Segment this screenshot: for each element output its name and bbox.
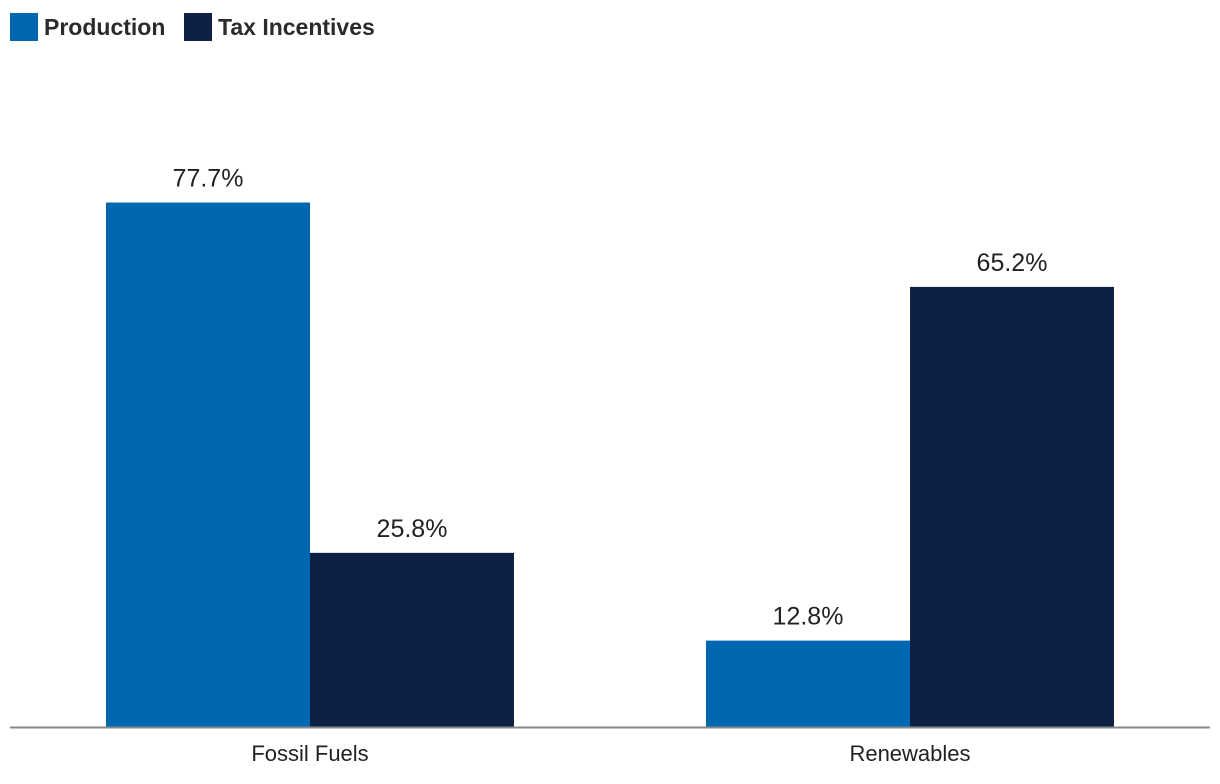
legend-item-production: Production bbox=[10, 13, 165, 41]
x-tick-label-renewables: Renewables bbox=[849, 741, 970, 766]
legend-swatch-tax-incentives bbox=[184, 13, 212, 41]
bars-group bbox=[106, 202, 1114, 727]
chart-legend: Production Tax Incentives bbox=[10, 13, 375, 41]
bar-fossil-fuels-production bbox=[106, 202, 310, 727]
bar-renewables-production bbox=[706, 640, 910, 727]
data-label-fossil-fuels-tax-incentives: 25.8% bbox=[377, 515, 448, 543]
legend-label-production: Production bbox=[44, 14, 165, 40]
data-label-renewables-production: 12.8% bbox=[773, 603, 844, 631]
bar-fossil-fuels-tax-incentives bbox=[310, 552, 514, 727]
legend-item-tax-incentives: Tax Incentives bbox=[184, 13, 375, 41]
bar-labels-group: 77.7% 25.8% 12.8% 65.2% bbox=[173, 165, 1048, 631]
legend-label-tax-incentives: Tax Incentives bbox=[218, 14, 375, 40]
x-axis-tick-labels: Fossil Fuels Renewables bbox=[251, 741, 970, 766]
data-label-fossil-fuels-production: 77.7% bbox=[173, 165, 244, 193]
legend-swatch-production bbox=[10, 13, 38, 41]
bar-renewables-tax-incentives bbox=[910, 286, 1114, 727]
x-tick-label-fossil-fuels: Fossil Fuels bbox=[251, 741, 368, 766]
data-label-renewables-tax-incentives: 65.2% bbox=[977, 249, 1048, 277]
